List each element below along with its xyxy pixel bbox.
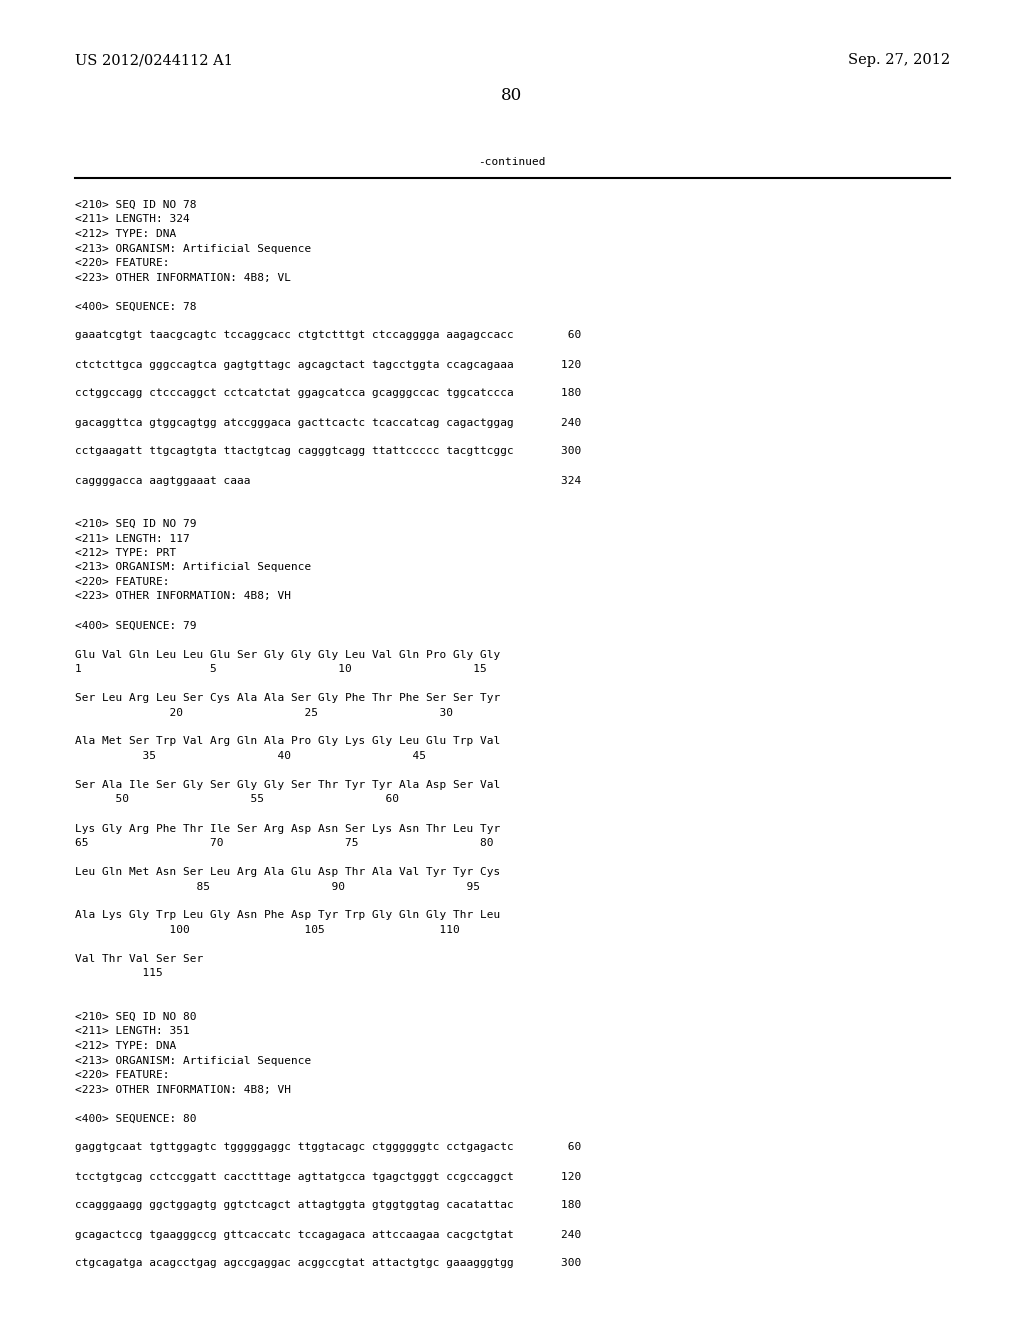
Text: <210> SEQ ID NO 78: <210> SEQ ID NO 78 xyxy=(75,201,197,210)
Text: 100                 105                 110: 100 105 110 xyxy=(75,925,460,935)
Text: ccagggaagg ggctggagtg ggtctcagct attagtggta gtggtggtag cacatattac       180: ccagggaagg ggctggagtg ggtctcagct attagtg… xyxy=(75,1200,582,1210)
Text: <400> SEQUENCE: 79: <400> SEQUENCE: 79 xyxy=(75,620,197,631)
Text: Ser Ala Ile Ser Gly Ser Gly Gly Ser Thr Tyr Tyr Ala Asp Ser Val: Ser Ala Ile Ser Gly Ser Gly Gly Ser Thr … xyxy=(75,780,501,789)
Text: <220> FEATURE:: <220> FEATURE: xyxy=(75,257,170,268)
Text: ctgcagatga acagcctgag agccgaggac acggccgtat attactgtgc gaaagggtgg       300: ctgcagatga acagcctgag agccgaggac acggccg… xyxy=(75,1258,582,1269)
Text: <212> TYPE: DNA: <212> TYPE: DNA xyxy=(75,228,176,239)
Text: <213> ORGANISM: Artificial Sequence: <213> ORGANISM: Artificial Sequence xyxy=(75,562,311,573)
Text: Lys Gly Arg Phe Thr Ile Ser Arg Asp Asn Ser Lys Asn Thr Leu Tyr: Lys Gly Arg Phe Thr Ile Ser Arg Asp Asn … xyxy=(75,824,501,833)
Text: gcagactccg tgaagggccg gttcaccatc tccagagaca attccaagaa cacgctgtat       240: gcagactccg tgaagggccg gttcaccatc tccagag… xyxy=(75,1229,582,1239)
Text: <213> ORGANISM: Artificial Sequence: <213> ORGANISM: Artificial Sequence xyxy=(75,1056,311,1065)
Text: 80: 80 xyxy=(502,87,522,103)
Text: US 2012/0244112 A1: US 2012/0244112 A1 xyxy=(75,53,232,67)
Text: <212> TYPE: DNA: <212> TYPE: DNA xyxy=(75,1041,176,1051)
Text: tcctgtgcag cctccggatt cacctttage agttatgcca tgagctgggt ccgccaggct       120: tcctgtgcag cctccggatt cacctttage agttatg… xyxy=(75,1172,582,1181)
Text: caggggacca aagtggaaat caaa                                              324: caggggacca aagtggaaat caaa 324 xyxy=(75,475,582,486)
Text: Glu Val Gln Leu Leu Glu Ser Gly Gly Gly Leu Val Gln Pro Gly Gly: Glu Val Gln Leu Leu Glu Ser Gly Gly Gly … xyxy=(75,649,501,660)
Text: 20                  25                  30: 20 25 30 xyxy=(75,708,453,718)
Text: Ser Leu Arg Leu Ser Cys Ala Ala Ser Gly Phe Thr Phe Ser Ser Tyr: Ser Leu Arg Leu Ser Cys Ala Ala Ser Gly … xyxy=(75,693,501,704)
Text: ctctcttgca gggccagtca gagtgttagc agcagctact tagcctggta ccagcagaaa       120: ctctcttgca gggccagtca gagtgttagc agcagct… xyxy=(75,359,582,370)
Text: cctgaagatt ttgcagtgta ttactgtcag cagggtcagg ttattccccc tacgttcggc       300: cctgaagatt ttgcagtgta ttactgtcag cagggtc… xyxy=(75,446,582,457)
Text: gaaatcgtgt taacgcagtc tccaggcacc ctgtctttgt ctccagggga aagagccacc        60: gaaatcgtgt taacgcagtc tccaggcacc ctgtctt… xyxy=(75,330,582,341)
Text: <212> TYPE: PRT: <212> TYPE: PRT xyxy=(75,548,176,558)
Text: <213> ORGANISM: Artificial Sequence: <213> ORGANISM: Artificial Sequence xyxy=(75,243,311,253)
Text: Sep. 27, 2012: Sep. 27, 2012 xyxy=(848,53,950,67)
Text: <220> FEATURE:: <220> FEATURE: xyxy=(75,1071,170,1080)
Text: gaggtgcaat tgttggagtc tgggggaggc ttggtacagc ctggggggtc cctgagactc        60: gaggtgcaat tgttggagtc tgggggaggc ttggtac… xyxy=(75,1143,582,1152)
Text: Val Thr Val Ser Ser: Val Thr Val Ser Ser xyxy=(75,954,203,964)
Text: 1                   5                  10                  15: 1 5 10 15 xyxy=(75,664,486,675)
Text: Leu Gln Met Asn Ser Leu Arg Ala Glu Asp Thr Ala Val Tyr Tyr Cys: Leu Gln Met Asn Ser Leu Arg Ala Glu Asp … xyxy=(75,867,501,876)
Text: 50                  55                  60: 50 55 60 xyxy=(75,795,399,804)
Text: Ala Met Ser Trp Val Arg Gln Ala Pro Gly Lys Gly Leu Glu Trp Val: Ala Met Ser Trp Val Arg Gln Ala Pro Gly … xyxy=(75,737,501,747)
Text: <400> SEQUENCE: 80: <400> SEQUENCE: 80 xyxy=(75,1114,197,1123)
Text: 115: 115 xyxy=(75,969,163,978)
Text: 35                  40                  45: 35 40 45 xyxy=(75,751,426,762)
Text: <223> OTHER INFORMATION: 4B8; VH: <223> OTHER INFORMATION: 4B8; VH xyxy=(75,1085,291,1094)
Text: 65                  70                  75                  80: 65 70 75 80 xyxy=(75,838,494,847)
Text: <210> SEQ ID NO 80: <210> SEQ ID NO 80 xyxy=(75,1012,197,1022)
Text: <211> LENGTH: 117: <211> LENGTH: 117 xyxy=(75,533,189,544)
Text: <211> LENGTH: 324: <211> LENGTH: 324 xyxy=(75,214,189,224)
Text: cctggccagg ctcccaggct cctcatctat ggagcatcca gcagggccac tggcatccca       180: cctggccagg ctcccaggct cctcatctat ggagcat… xyxy=(75,388,582,399)
Text: <220> FEATURE:: <220> FEATURE: xyxy=(75,577,170,587)
Text: <400> SEQUENCE: 78: <400> SEQUENCE: 78 xyxy=(75,301,197,312)
Text: <211> LENGTH: 351: <211> LENGTH: 351 xyxy=(75,1027,189,1036)
Text: gacaggttca gtggcagtgg atccgggaca gacttcactc tcaccatcag cagactggag       240: gacaggttca gtggcagtgg atccgggaca gacttca… xyxy=(75,417,582,428)
Text: Ala Lys Gly Trp Leu Gly Asn Phe Asp Tyr Trp Gly Gln Gly Thr Leu: Ala Lys Gly Trp Leu Gly Asn Phe Asp Tyr … xyxy=(75,911,501,920)
Text: 85                  90                  95: 85 90 95 xyxy=(75,882,480,891)
Text: <223> OTHER INFORMATION: 4B8; VH: <223> OTHER INFORMATION: 4B8; VH xyxy=(75,591,291,602)
Text: <223> OTHER INFORMATION: 4B8; VL: <223> OTHER INFORMATION: 4B8; VL xyxy=(75,272,291,282)
Text: -continued: -continued xyxy=(478,157,546,168)
Text: <210> SEQ ID NO 79: <210> SEQ ID NO 79 xyxy=(75,519,197,529)
